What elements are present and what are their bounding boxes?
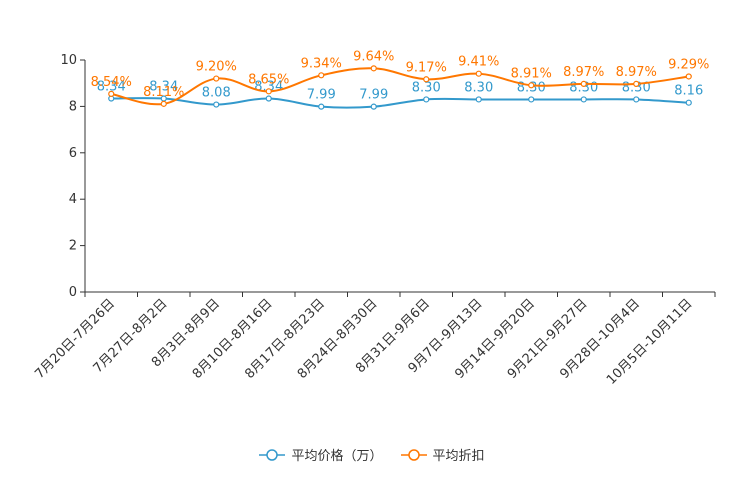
legend-price-marker-icon (259, 448, 286, 461)
discount-data-point (475, 70, 482, 77)
price-data-label: 8.30 (412, 80, 441, 95)
price-series-line (111, 97, 689, 109)
discount-data-label: 8.11% (143, 85, 184, 100)
price-data-label: 8.34 (97, 80, 126, 95)
price-data-point (213, 101, 220, 108)
price-data-point (580, 96, 587, 103)
discount-data-label: 9.29% (668, 57, 709, 72)
discount-data-label: 8.54% (91, 75, 132, 90)
y-tick-label: 10 (60, 53, 77, 68)
discount-series-line (111, 67, 689, 106)
price-data-point (633, 96, 640, 103)
discount-data-label: 9.20% (196, 60, 237, 75)
price-data-point (265, 95, 272, 102)
discount-data-label: 9.34% (301, 56, 342, 71)
discount-data-point (580, 80, 587, 87)
discount-data-label: 8.65% (248, 72, 289, 87)
discount-data-point (528, 82, 535, 89)
legend-discount-marker-icon (400, 448, 427, 461)
y-tick-label: 4 (69, 192, 77, 207)
discount-data-label: 9.41% (458, 55, 499, 70)
price-data-point (423, 96, 430, 103)
discount-data-point (108, 90, 115, 97)
discount-data-point (685, 73, 692, 80)
discount-data-label: 9.17% (406, 60, 447, 75)
discount-data-label: 8.91% (511, 66, 552, 81)
discount-data-point (213, 75, 220, 82)
discount-data-point (423, 76, 430, 83)
y-tick-label: 8 (69, 99, 77, 114)
discount-data-label: 8.97% (616, 65, 657, 80)
price-data-point (685, 99, 692, 106)
price-data-label: 8.16 (674, 84, 703, 99)
price-data-label: 7.99 (359, 88, 388, 103)
price-data-label: 8.34 (149, 80, 178, 95)
discount-data-label: 8.97% (563, 65, 604, 80)
legend-item-price[interactable]: 平均价格（万） (259, 445, 383, 464)
y-tick-label: 0 (69, 285, 77, 300)
price-data-point (475, 96, 482, 103)
price-data-label: 7.99 (307, 88, 336, 103)
discount-data-point (633, 80, 640, 87)
price-data-point (528, 96, 535, 103)
discount-data-label: 9.64% (353, 49, 394, 64)
y-tick-label: 6 (69, 146, 77, 161)
line-chart: 02468107月20日-7月26日7月27日-8月2日8月3日-8月9日8月1… (32, 49, 716, 388)
price-data-label: 8.08 (202, 86, 231, 101)
y-tick-label: 2 (69, 239, 77, 254)
discount-data-point (370, 65, 377, 72)
legend-item-discount[interactable]: 平均折扣 (400, 445, 485, 464)
price-data-label: 8.30 (464, 80, 493, 95)
legend: 平均价格（万） 平均折扣 (0, 445, 744, 464)
discount-data-point (265, 88, 272, 95)
discount-data-point (318, 72, 325, 79)
legend-price-label: 平均价格（万） (291, 449, 383, 464)
price-data-point (370, 103, 377, 110)
discount-data-point (160, 100, 167, 107)
price-data-point (318, 103, 325, 110)
legend-discount-label: 平均折扣 (432, 449, 485, 464)
